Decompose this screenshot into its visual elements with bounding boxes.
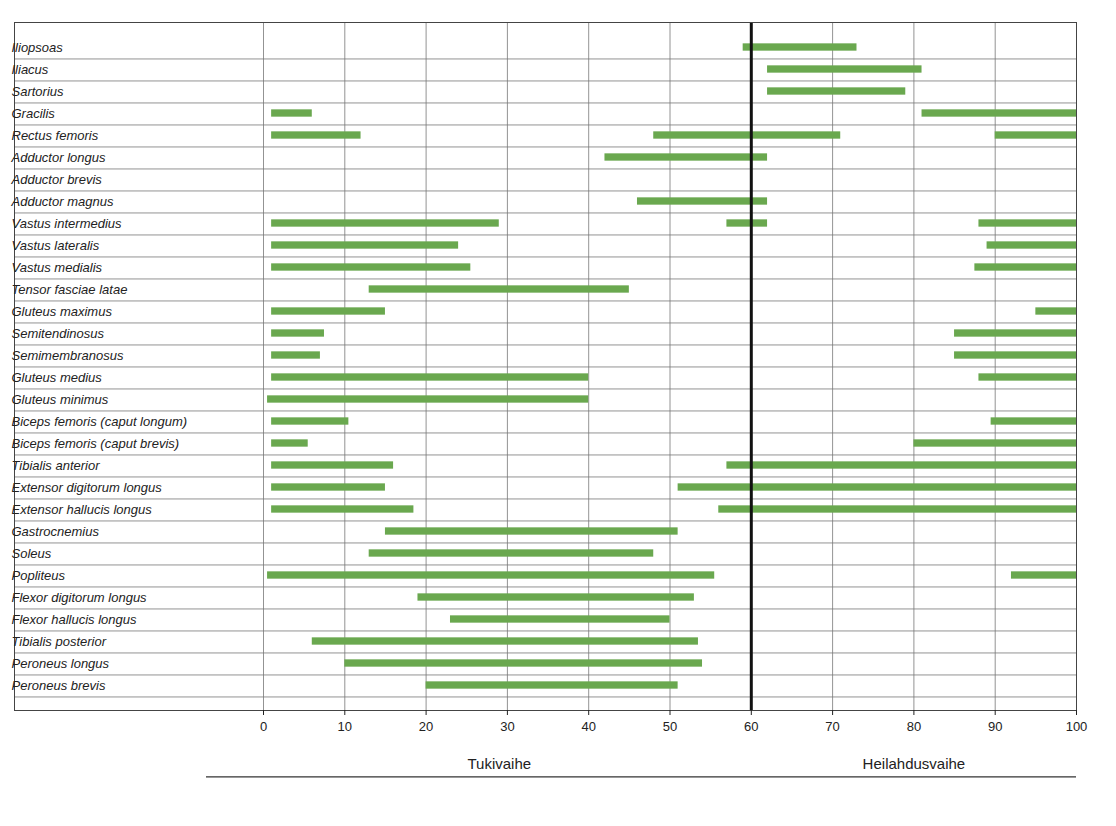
svg-text:Vastus medialis: Vastus medialis — [12, 260, 103, 275]
svg-text:Vastus lateralis: Vastus lateralis — [12, 238, 100, 253]
svg-text:Tibialis anterior: Tibialis anterior — [12, 458, 101, 473]
svg-text:Peroneus brevis: Peroneus brevis — [12, 678, 106, 693]
svg-text:Biceps femoris (caput longum): Biceps femoris (caput longum) — [12, 414, 188, 429]
svg-text:80: 80 — [907, 719, 921, 734]
svg-text:20: 20 — [419, 719, 433, 734]
svg-text:30: 30 — [500, 719, 514, 734]
svg-text:Tibialis posterior: Tibialis posterior — [12, 634, 107, 649]
svg-text:Biceps femoris (caput brevis): Biceps femoris (caput brevis) — [12, 436, 180, 451]
svg-text:Iliacus: Iliacus — [12, 62, 49, 77]
svg-text:Vastus intermedius: Vastus intermedius — [12, 216, 123, 231]
svg-text:Flexor digitorum longus: Flexor digitorum longus — [12, 590, 148, 605]
svg-text:Tukivaihe: Tukivaihe — [467, 755, 531, 772]
svg-text:Semitendinosus: Semitendinosus — [12, 326, 105, 341]
svg-text:Iliopsoas: Iliopsoas — [12, 40, 64, 55]
svg-text:50: 50 — [663, 719, 677, 734]
svg-text:Adductor brevis: Adductor brevis — [11, 172, 103, 187]
svg-text:Soleus: Soleus — [12, 546, 52, 561]
svg-text:Gluteus maximus: Gluteus maximus — [12, 304, 113, 319]
svg-text:90: 90 — [988, 719, 1002, 734]
svg-text:60: 60 — [744, 719, 758, 734]
svg-text:40: 40 — [581, 719, 595, 734]
svg-text:Sartorius: Sartorius — [12, 84, 65, 99]
svg-text:Rectus femoris: Rectus femoris — [12, 128, 99, 143]
svg-text:Gastrocnemius: Gastrocnemius — [12, 524, 100, 539]
svg-text:Flexor hallucis longus: Flexor hallucis longus — [12, 612, 138, 627]
svg-text:Semimembranosus: Semimembranosus — [12, 348, 124, 363]
svg-text:10: 10 — [338, 719, 352, 734]
svg-text:Gluteus medius: Gluteus medius — [12, 370, 103, 385]
svg-text:Adductor magnus: Adductor magnus — [11, 194, 114, 209]
svg-text:Popliteus: Popliteus — [12, 568, 66, 583]
svg-text:Adductor longus: Adductor longus — [11, 150, 106, 165]
svg-text:Gluteus minimus: Gluteus minimus — [12, 392, 109, 407]
svg-text:100: 100 — [1066, 719, 1088, 734]
svg-text:Extensor digitorum longus: Extensor digitorum longus — [12, 480, 163, 495]
svg-text:0: 0 — [260, 719, 267, 734]
svg-text:Peroneus longus: Peroneus longus — [12, 656, 110, 671]
svg-text:Gracilis: Gracilis — [12, 106, 56, 121]
svg-text:70: 70 — [825, 719, 839, 734]
svg-text:Tensor fasciae latae: Tensor fasciae latae — [12, 282, 128, 297]
svg-text:Heilahdusvaihe: Heilahdusvaihe — [863, 755, 966, 772]
svg-text:Extensor hallucis longus: Extensor hallucis longus — [12, 502, 153, 517]
